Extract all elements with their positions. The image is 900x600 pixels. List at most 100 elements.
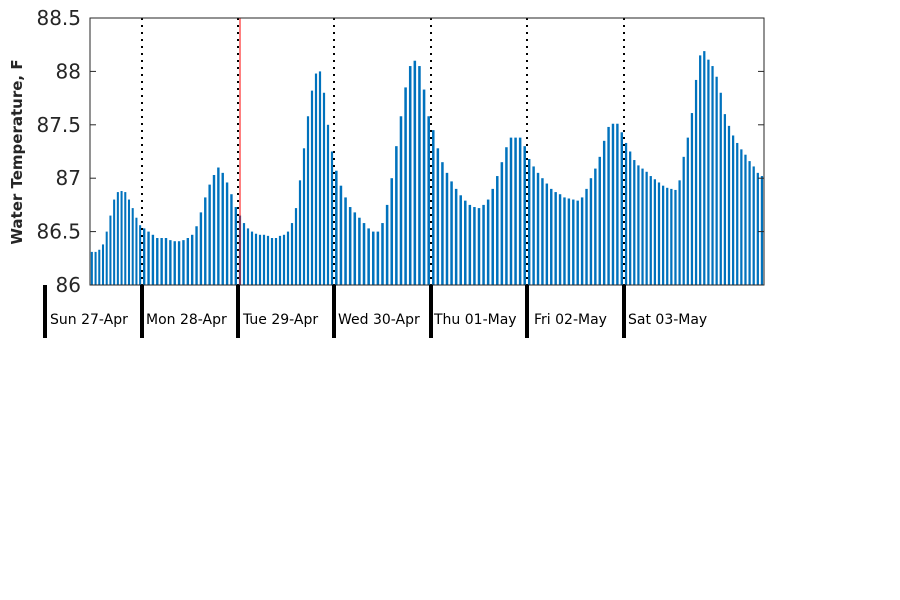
temperature-bar	[164, 238, 168, 285]
temperature-bar	[294, 208, 298, 285]
day-label: Fri 02-May	[534, 312, 607, 328]
temperature-bar	[491, 188, 494, 285]
temperature-bar	[135, 217, 138, 285]
day-label: Thu 01-May	[433, 312, 517, 328]
temperature-bar	[371, 231, 375, 285]
temperature-bar	[120, 191, 123, 285]
temperature-bar	[109, 215, 112, 285]
temperature-bar	[707, 59, 710, 286]
temperature-bar	[678, 180, 681, 285]
temperature-bar	[653, 179, 657, 285]
temperature-bar	[518, 137, 522, 285]
temperature-bar	[454, 188, 458, 285]
temperature-bar	[563, 197, 566, 285]
temperature-bar	[436, 148, 440, 285]
temperature-bar	[432, 130, 435, 285]
temperature-bar	[314, 73, 318, 285]
temperature-bar	[473, 207, 476, 285]
temperature-bar	[616, 123, 619, 285]
temperature-bar	[727, 125, 731, 286]
temperature-bar	[580, 197, 584, 285]
temperature-bar	[116, 192, 119, 285]
temperature-bar	[270, 238, 274, 285]
y-tick-label: 87.5	[36, 113, 81, 137]
temperature-bar	[173, 241, 176, 285]
temperature-bar	[760, 176, 764, 285]
temperature-bar	[266, 235, 270, 285]
temperature-bar	[752, 166, 755, 285]
temperature-bar	[536, 172, 540, 285]
temperature-bar	[395, 146, 398, 285]
temperature-bar	[703, 51, 706, 285]
temperature-bar	[611, 123, 615, 285]
temperature-bar	[306, 116, 310, 285]
temperature-bar	[278, 235, 282, 285]
temperature-bar	[408, 66, 412, 285]
temperature-bar	[500, 162, 504, 285]
temperature-bar	[310, 90, 314, 286]
temperature-bar	[509, 137, 513, 285]
y-tick-label: 88	[56, 59, 81, 83]
temperature-bar	[339, 185, 343, 285]
temperature-bar	[139, 225, 142, 285]
temperature-bar	[505, 147, 508, 285]
temperature-bar	[441, 162, 444, 285]
temperature-bar	[362, 223, 366, 285]
temperature-bar	[723, 114, 727, 286]
temperature-bar	[348, 207, 352, 285]
temperature-bar	[147, 231, 150, 285]
temperature-bar	[413, 60, 417, 285]
temperature-bar	[666, 187, 669, 285]
temperature-bar	[602, 140, 606, 285]
temperature-bar	[376, 231, 380, 285]
temperature-bar	[550, 188, 553, 285]
temperature-bar	[230, 194, 233, 285]
temperature-bar	[318, 71, 322, 286]
temperature-bar	[554, 192, 557, 285]
temperature-bar	[169, 240, 172, 285]
temperature-bar	[326, 124, 330, 285]
temperature-bar	[322, 92, 326, 285]
temperature-bar	[105, 231, 108, 285]
temperature-bar	[482, 204, 485, 285]
temperature-bar	[234, 207, 238, 285]
temperature-bar	[381, 223, 384, 285]
x-axis-day-labels: Sun 27-Apr Mon 28-Apr Tue 29-Apr Wed 30-Apr…	[43, 285, 707, 338]
temperature-bar	[186, 238, 190, 285]
temperature-bar	[450, 181, 453, 285]
temperature-bar	[527, 158, 531, 285]
day-label: Wed 30-Apr	[338, 312, 420, 328]
temperature-bar	[744, 154, 747, 285]
day-label: Mon 28-Apr	[146, 312, 227, 328]
y-tick-label: 86.5	[36, 220, 81, 244]
temperature-bar	[254, 233, 258, 285]
temperature-bar	[523, 146, 526, 285]
temperature-bar	[131, 208, 134, 285]
temperature-bar	[468, 204, 472, 285]
temperature-bar	[298, 180, 302, 285]
temperature-bar	[302, 148, 306, 285]
temperature-bar	[576, 200, 579, 285]
temperature-bar	[404, 87, 407, 285]
temperature-bar	[690, 113, 694, 285]
temperature-bar	[686, 137, 689, 285]
temperature-bar	[221, 172, 224, 285]
temperature-bar	[101, 244, 105, 285]
temperature-bar	[641, 168, 644, 285]
temperature-bar	[258, 234, 262, 285]
y-tick-label: 87	[56, 166, 81, 190]
temperature-bar	[330, 151, 334, 285]
temperature-bar	[731, 135, 735, 285]
temperature-bar	[142, 228, 146, 285]
temperature-bar	[156, 238, 159, 285]
temperature-bars	[90, 51, 764, 286]
temperature-bar	[694, 79, 698, 285]
temperature-bar	[633, 160, 636, 285]
temperature-bar	[367, 228, 370, 285]
temperature-bar	[113, 199, 116, 285]
temperature-bar	[358, 217, 361, 285]
temperature-bar	[98, 249, 101, 285]
temperature-bar	[127, 199, 131, 285]
day-label: Sun 27-Apr	[50, 312, 128, 328]
